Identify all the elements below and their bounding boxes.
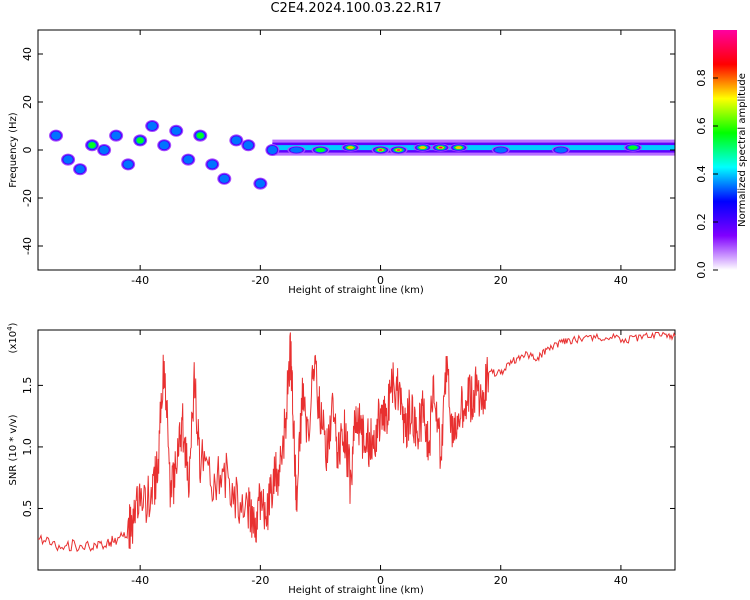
spectrogram-ticks: -40 -20 0 20 40 -40 -20 0 20 40 <box>21 30 675 287</box>
x-tick-label: -20 <box>251 574 269 587</box>
spectrogram-cell <box>347 146 354 150</box>
colorbar-label: Normalized spectral amplitude <box>737 73 748 227</box>
y-tick-label: 1.0 <box>21 438 34 456</box>
x-tick-label: -40 <box>131 574 149 587</box>
y-tick-label: 0 <box>21 147 34 154</box>
colorbar-gradient <box>713 30 737 270</box>
spectrogram-cell <box>196 132 204 139</box>
spectrogram-x-axis-label: Height of straight line (km) <box>288 285 424 296</box>
spectrogram-cell <box>63 155 73 164</box>
snr-frame <box>37 329 676 571</box>
spectrogram-y-axis-label: Frequency (Hz) <box>8 112 19 188</box>
spectrogram-cell <box>183 155 193 164</box>
colorbar-tick-label: 0.2 <box>695 213 708 231</box>
y-tick-label: -40 <box>21 237 34 255</box>
spectrogram-cell <box>255 179 266 188</box>
spectrogram-heat-layer <box>49 120 675 190</box>
y-tick-label: 20 <box>21 95 34 109</box>
colorbar-tick-label: 0.0 <box>695 261 708 279</box>
snr-line <box>37 331 676 553</box>
spectrogram-cell <box>207 160 218 169</box>
snr-y-axis-label: SNR (10 * v/v) <box>8 414 19 485</box>
spectrogram-cell <box>159 141 169 150</box>
y-tick-label: -20 <box>21 189 34 207</box>
spectrogram-cell <box>290 147 303 153</box>
x-tick-label: 0 <box>377 274 384 287</box>
spectrogram-cell <box>147 121 157 131</box>
spectrogram-cell <box>123 160 133 169</box>
colorbar-tick-label: 0.4 <box>695 165 708 183</box>
spectrogram-cell <box>315 147 326 153</box>
spectrogram-panel: -40 -20 0 20 40 -40 -20 0 20 40 Height of straigh… <box>8 29 676 296</box>
snr-y-multiplier: (x104) <box>6 322 19 353</box>
spectrogram-cell <box>111 131 121 140</box>
spectrogram-cell <box>267 145 278 155</box>
spectrogram-cell <box>243 141 254 150</box>
colorbar-tick-label: 0.8 <box>695 69 708 87</box>
spectrogram-cell <box>378 149 383 151</box>
spectrogram-cell <box>99 145 109 155</box>
spectrogram-cell <box>419 146 426 150</box>
spectrogram-cell <box>231 136 242 145</box>
spectrogram-cell <box>396 149 401 151</box>
x-tick-label: 20 <box>494 574 508 587</box>
colorbar-ticks: 0.0 0.2 0.4 0.6 0.8 <box>695 69 718 279</box>
x-tick-label: 40 <box>614 274 628 287</box>
spectrogram-cell <box>628 145 638 150</box>
x-tick-label: 0 <box>377 574 384 587</box>
spectrogram-cell <box>171 126 181 135</box>
colorbar-tick-label: 0.6 <box>695 117 708 135</box>
y-tick-label: 0.5 <box>21 500 34 518</box>
snr-ticks: -40 -20 0 20 40 0.5 1.0 1.5 <box>21 330 675 587</box>
snr-x-axis-label: Height of straight line (km) <box>288 585 424 596</box>
spectrogram-cell <box>438 146 443 149</box>
snr-series <box>37 331 676 553</box>
y-tick-label: 40 <box>21 47 34 61</box>
colorbar: 0.0 0.2 0.4 0.6 0.8 Normalized spectral ampl… <box>695 30 748 279</box>
y-tick-label: 1.5 <box>21 377 34 395</box>
spectrogram-cell <box>88 142 96 149</box>
spectrogram-cell <box>494 147 507 153</box>
x-tick-label: -40 <box>131 274 149 287</box>
x-tick-label: 20 <box>494 274 508 287</box>
spectrogram-cell <box>51 131 61 140</box>
spectrogram-cell <box>219 174 230 183</box>
spectrogram-cell <box>136 137 144 144</box>
spectrogram-cell <box>554 147 567 153</box>
spectrogram-cell <box>75 165 85 174</box>
figure-title: C2E4.2024.100.03.22.R17 <box>270 1 442 16</box>
spectrogram-band-core <box>272 145 675 151</box>
snr-panel: -40 -20 0 20 40 0.5 1.0 1.5 Height of straight … <box>6 322 676 596</box>
spectrogram-cell <box>455 146 462 150</box>
x-tick-label: 40 <box>614 574 628 587</box>
x-tick-label: -20 <box>251 274 269 287</box>
